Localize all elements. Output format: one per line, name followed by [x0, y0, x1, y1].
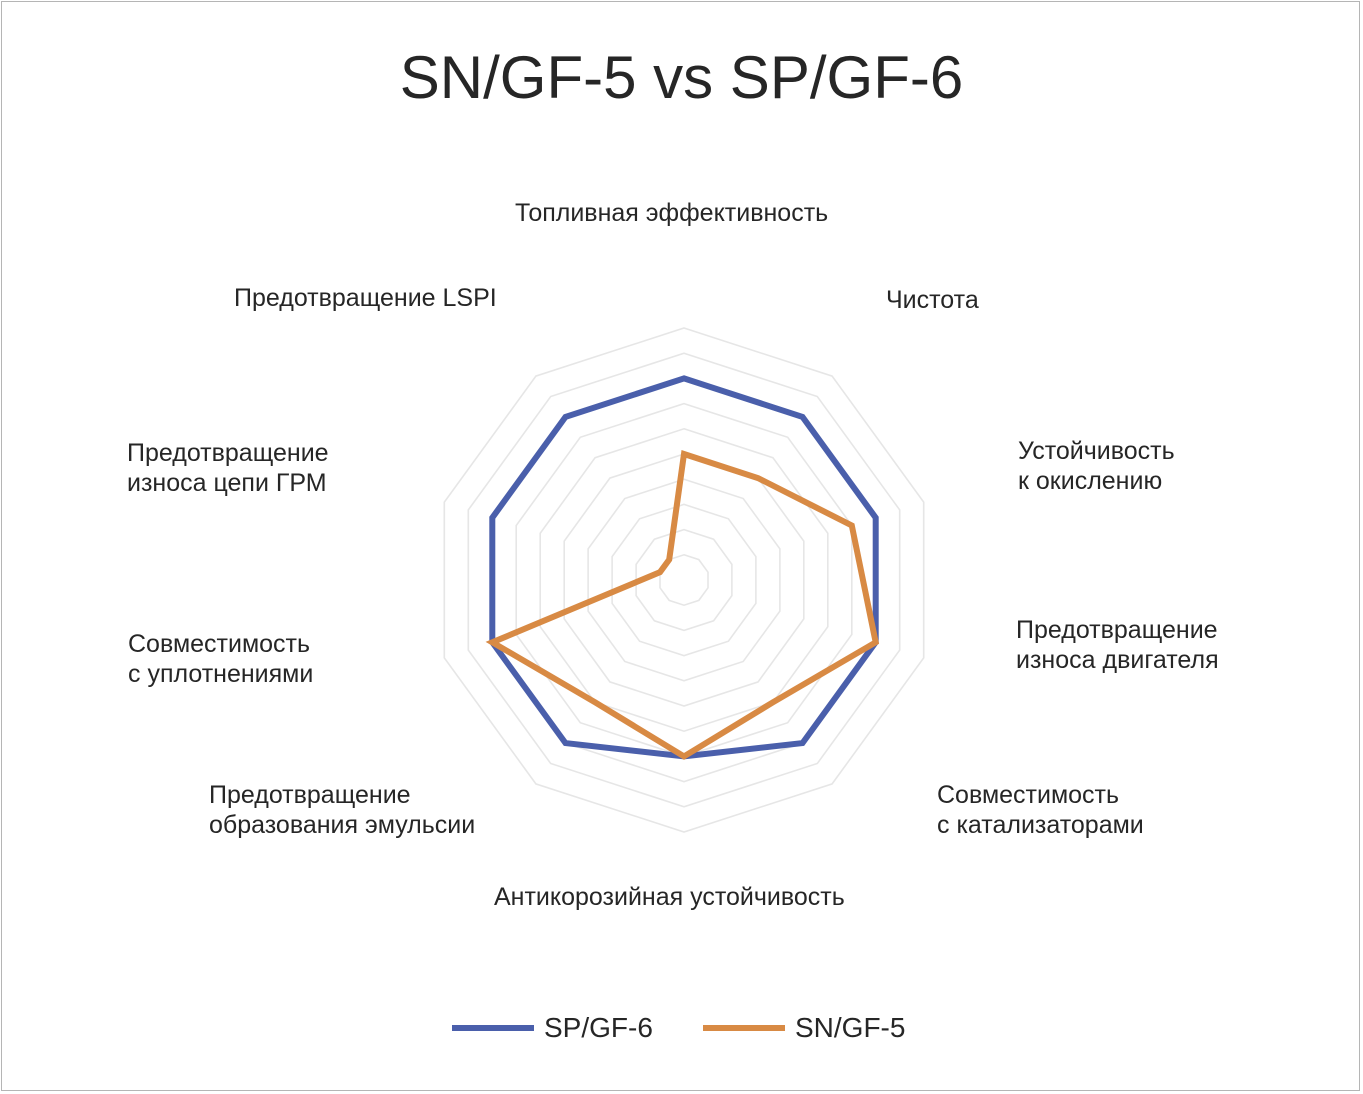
grid-ring: [443, 327, 925, 833]
axis-label-emulsion-prevention: Предотвращение образования эмульсии: [209, 781, 476, 839]
axis-label-engine-wear-prevention: Предотвращение износа двигателя: [1016, 616, 1219, 674]
chart-title: SN/GF-5 vs SP/GF-6: [399, 44, 964, 111]
grid-ring: [563, 453, 805, 707]
grid-ring: [539, 427, 829, 733]
grid-ring: [467, 352, 901, 808]
axis-label-corrosion-resistance: Антикорозийная устойчивость: [494, 883, 845, 911]
radar-series: [485, 375, 880, 760]
axis-label-fuel-efficiency: Топливная эффективность: [515, 199, 829, 227]
legend-item-sn-gf-5: SN/GF-5: [703, 1008, 905, 1048]
legend-label-sp-gf-6: SP/GF-6: [544, 1012, 653, 1043]
grid-ring: [587, 478, 781, 682]
axis-label-timing-chain-wear: Предотвращение износа цепи ГРМ: [127, 439, 329, 497]
legend-label-sn-gf-5: SN/GF-5: [795, 1012, 906, 1043]
legend-swatch-sn-gf-5: [703, 1025, 785, 1031]
axis-label-lspi-prevention: Предотвращение LSPI: [234, 284, 497, 312]
series-line-sp-gf-6: [489, 375, 879, 760]
chart-legend: SP/GF-6 SN/GF-5: [0, 1008, 1363, 1048]
legend-swatch-sp-gf-6: [452, 1025, 534, 1031]
axis-label-seal-compatibility: Совместимость с уплотнениями: [128, 630, 314, 688]
series-line-sn-gf-5: [485, 450, 880, 760]
grid-ring: [611, 503, 757, 657]
grid-ring: [635, 528, 733, 632]
axis-label-oxidation-stability: Устойчивость к окислению: [1018, 437, 1175, 495]
legend-item-sp-gf-6: SP/GF-6: [452, 1008, 653, 1048]
axis-label-catalyst-compatibility: Совместимость с катализаторами: [937, 781, 1144, 839]
axis-label-cleanliness: Чистота: [886, 286, 979, 314]
